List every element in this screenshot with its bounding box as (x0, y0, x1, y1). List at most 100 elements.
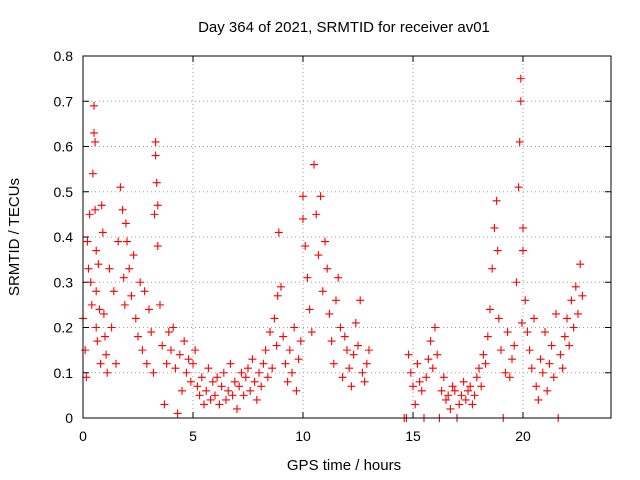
data-point (541, 328, 549, 337)
data-point (444, 391, 453, 400)
data-point (343, 346, 351, 355)
data-point (125, 264, 134, 273)
data-point (186, 377, 195, 386)
data-point (224, 386, 233, 395)
data-point (549, 373, 558, 382)
data-point (470, 391, 479, 400)
data-point (305, 305, 314, 314)
data-point (422, 373, 431, 382)
data-point (120, 300, 129, 309)
data-point (571, 282, 580, 291)
data-point (567, 296, 576, 305)
data-point (532, 382, 541, 391)
data-point (536, 355, 545, 364)
data-point (189, 359, 197, 368)
x-tick-label: 10 (295, 428, 311, 444)
data-point (519, 223, 527, 232)
data-point (325, 309, 334, 318)
data-point (294, 355, 303, 364)
data-point (558, 364, 567, 373)
data-point (481, 359, 490, 368)
data-point (213, 373, 222, 382)
data-point (516, 97, 525, 106)
data-point (332, 296, 340, 305)
data-point (477, 382, 486, 391)
data-point (479, 350, 488, 359)
data-point (285, 346, 294, 355)
data-point (259, 359, 268, 368)
data-point (288, 368, 296, 377)
data-point (162, 359, 171, 368)
data-point (292, 386, 301, 395)
data-point (530, 314, 538, 323)
data-point (118, 205, 127, 214)
data-point (90, 101, 98, 110)
data-point (195, 391, 204, 400)
data-point (517, 318, 526, 327)
data-point (138, 346, 147, 355)
data-point (307, 328, 316, 337)
data-point (151, 137, 160, 146)
data-point (345, 364, 354, 373)
chart-title: Day 364 of 2021, SRMTID for receiver av0… (198, 19, 490, 36)
data-point (107, 323, 116, 332)
y-tick-label: 0.8 (54, 48, 74, 64)
data-point (552, 309, 560, 318)
data-point (510, 341, 519, 350)
data-point (263, 373, 272, 382)
data-point (519, 246, 527, 255)
data-point (365, 346, 373, 355)
plot-frame (82, 55, 612, 419)
data-point (336, 323, 345, 332)
data-point (147, 328, 156, 337)
data-point (131, 314, 140, 323)
data-point (515, 137, 524, 146)
data-point (268, 364, 277, 373)
data-point (494, 314, 503, 323)
data-point (574, 309, 582, 318)
x-tick-label: 5 (189, 428, 197, 444)
data-point (358, 368, 367, 377)
data-point (261, 346, 270, 355)
data-point (88, 169, 97, 178)
data-point (121, 219, 130, 228)
data-point (538, 368, 547, 377)
data-point (241, 373, 250, 382)
data-point (92, 323, 101, 332)
data-point (175, 350, 184, 359)
data-point (523, 328, 532, 337)
data-point (222, 395, 230, 404)
data-point (516, 74, 525, 83)
data-point (164, 328, 173, 337)
data-point (87, 300, 96, 309)
data-point (455, 400, 464, 409)
data-point (178, 386, 186, 395)
data-point (486, 305, 494, 314)
data-point (493, 246, 502, 255)
data-point (310, 160, 318, 169)
data-point (468, 400, 477, 409)
data-point (290, 323, 299, 332)
data-point (98, 228, 107, 237)
data-point (488, 264, 497, 273)
data-point (338, 373, 347, 382)
x-axis-label: GPS time / hours (287, 457, 401, 474)
data-point (356, 296, 365, 305)
data-point (351, 318, 360, 327)
data-point (274, 228, 283, 237)
data-point (312, 210, 321, 219)
x-tick-label: 20 (515, 428, 531, 444)
data-point (244, 364, 252, 373)
data-point (101, 332, 109, 341)
data-point (299, 192, 307, 201)
data-point (417, 386, 426, 395)
data-point (437, 386, 446, 395)
data-point (152, 178, 161, 187)
data-point (354, 341, 362, 350)
data-point (472, 373, 481, 382)
data-point (235, 382, 244, 391)
data-point (576, 260, 585, 269)
data-point (406, 368, 415, 377)
data-point (197, 373, 206, 382)
